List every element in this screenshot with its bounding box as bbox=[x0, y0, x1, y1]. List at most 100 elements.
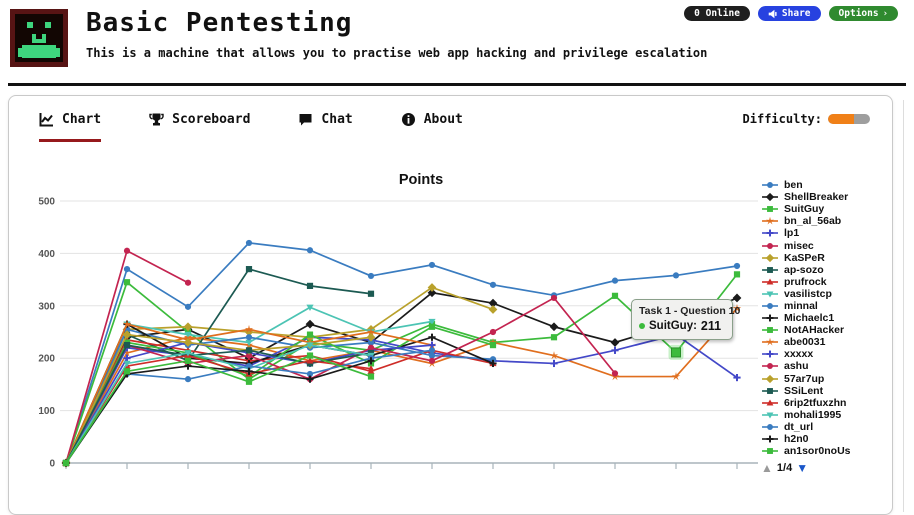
legend-marker-icon bbox=[762, 291, 778, 298]
y-tick-label: 300 bbox=[38, 301, 55, 312]
chart-plot-area[interactable]: 500 400 300 200 100 0 bbox=[31, 168, 771, 498]
legend-item[interactable]: minnal bbox=[761, 300, 893, 312]
difficulty: Difficulty: bbox=[743, 112, 870, 126]
series-line bbox=[65, 354, 372, 464]
legend-item[interactable]: KaSPeR bbox=[761, 252, 893, 264]
legend-item[interactable]: bn_al_56ab bbox=[761, 215, 893, 227]
legend-page-indicator: 1/4 bbox=[776, 462, 793, 475]
legend-marker-icon bbox=[762, 229, 778, 237]
series-line bbox=[65, 296, 616, 464]
legend-item[interactable]: xxxxx bbox=[761, 348, 893, 360]
chevron-right-icon: › bbox=[882, 8, 888, 19]
legend-item[interactable]: 6rip2tfuxzhn bbox=[761, 397, 893, 409]
series-line bbox=[65, 325, 494, 464]
legend-marker-icon bbox=[762, 314, 778, 322]
legend-label: Michaelc1 bbox=[784, 312, 835, 325]
series-line bbox=[65, 242, 738, 464]
legend-items: ben ShellBreaker SuitGuy bn_al_56ab lp1 misec… bbox=[761, 179, 893, 457]
legend-item[interactable]: misec bbox=[761, 239, 893, 252]
legend-label: prufrock bbox=[784, 275, 827, 288]
right-edge-divider bbox=[903, 100, 904, 512]
tab-chat[interactable]: Chat bbox=[298, 112, 353, 142]
tab-chart[interactable]: Chart bbox=[39, 112, 102, 142]
legend-item[interactable]: h2n0 bbox=[761, 433, 893, 445]
legend-marker-icon bbox=[762, 303, 778, 309]
legend-label: 57ar7up bbox=[784, 372, 825, 385]
legend-page-down-icon[interactable]: ▼ bbox=[796, 461, 809, 476]
page-subtitle: This is a machine that allows you to pra… bbox=[86, 46, 708, 60]
legend-item[interactable]: 57ar7up bbox=[761, 373, 893, 385]
legend-label: ben bbox=[784, 179, 803, 192]
legend-item[interactable]: vasilistcp bbox=[761, 288, 893, 300]
online-button[interactable]: 0 Online bbox=[684, 6, 750, 21]
legend-marker-icon bbox=[762, 327, 778, 334]
legend-page-up-icon[interactable]: ▲ bbox=[761, 461, 773, 476]
room-card: Chart Scoreboard Chat About Difficulty: bbox=[8, 95, 893, 515]
legend-label: lp1 bbox=[784, 227, 800, 240]
legend-label: ashu bbox=[784, 360, 809, 373]
legend-label: KaSPeR bbox=[784, 251, 825, 264]
legend-item[interactable]: mohali1995 bbox=[761, 409, 893, 421]
legend-marker-icon bbox=[762, 266, 778, 273]
tooltip-value: 211 bbox=[700, 319, 722, 333]
chat-icon bbox=[299, 114, 312, 126]
legend-item[interactable]: ben bbox=[761, 179, 893, 191]
legend-item[interactable]: an1sor0noUs bbox=[761, 445, 893, 457]
legend-item[interactable]: prufrock bbox=[761, 276, 893, 288]
legend-label: ap-sozo bbox=[784, 263, 824, 276]
share-button[interactable]: Share bbox=[757, 6, 821, 21]
series-line bbox=[65, 333, 372, 464]
share-label: Share bbox=[781, 8, 811, 19]
legend-marker-icon bbox=[762, 374, 778, 383]
legend-item[interactable]: abe0031 bbox=[761, 336, 893, 348]
legend-item[interactable]: ShellBreaker bbox=[761, 191, 893, 203]
legend-marker-icon bbox=[762, 412, 778, 419]
highlighted-point bbox=[671, 347, 681, 358]
legend-item[interactable]: dt_url bbox=[761, 421, 893, 433]
y-tick-label: 100 bbox=[38, 406, 55, 417]
tooltip-title: Task 1 - Question 10 bbox=[639, 305, 741, 317]
line-chart-icon bbox=[39, 113, 53, 127]
legend-item[interactable]: ashu bbox=[761, 360, 893, 372]
series-line bbox=[65, 328, 494, 464]
legend-label: minnal bbox=[784, 299, 818, 312]
series-line bbox=[65, 360, 372, 464]
tab-about[interactable]: About bbox=[401, 112, 463, 142]
series-line bbox=[65, 344, 372, 464]
legend-marker-icon bbox=[762, 253, 778, 262]
legend-label: SSiLent bbox=[784, 384, 824, 397]
legend-marker-icon bbox=[762, 363, 778, 370]
tab-bar: Chart Scoreboard Chat About bbox=[39, 112, 463, 142]
legend-label: dt_url bbox=[784, 420, 814, 433]
tab-label: Chart bbox=[62, 112, 102, 127]
legend-item[interactable]: SuitGuy bbox=[761, 203, 893, 215]
header: Basic Pentesting This is a machine that … bbox=[0, 0, 914, 83]
options-label: Options bbox=[838, 8, 879, 19]
y-tick-label: 200 bbox=[38, 354, 55, 365]
header-divider bbox=[8, 83, 906, 86]
legend-item[interactable]: ap-sozo bbox=[761, 264, 893, 276]
legend-item[interactable]: NotAHacker bbox=[761, 324, 893, 336]
legend-item[interactable]: SSiLent bbox=[761, 385, 893, 397]
legend-label: NotAHacker bbox=[784, 324, 845, 337]
trophy-icon bbox=[149, 113, 164, 126]
legend-item[interactable]: lp1 bbox=[761, 227, 893, 239]
header-actions: 0 Online Share Options › bbox=[684, 6, 898, 21]
options-button[interactable]: Options › bbox=[828, 6, 898, 21]
legend-label: xxxxx bbox=[784, 348, 814, 361]
series-line bbox=[65, 307, 738, 464]
info-icon bbox=[401, 113, 415, 126]
legend-label: ShellBreaker bbox=[784, 191, 849, 204]
points-chart: Points 500 400 300 200 100 0 Task 1 - Questio… bbox=[31, 168, 771, 508]
legend-marker-icon bbox=[762, 217, 778, 225]
tab-label: About bbox=[423, 112, 463, 127]
legend-item[interactable]: Michaelc1 bbox=[761, 312, 893, 324]
chart-legend: ben ShellBreaker SuitGuy bn_al_56ab lp1 misec… bbox=[761, 179, 893, 475]
legend-marker-icon bbox=[762, 242, 778, 249]
legend-label: h2n0 bbox=[784, 433, 809, 446]
difficulty-fill bbox=[828, 114, 855, 124]
legend-marker-icon bbox=[762, 350, 778, 358]
legend-label: SuitGuy bbox=[784, 203, 825, 216]
tab-scoreboard[interactable]: Scoreboard bbox=[149, 112, 250, 142]
